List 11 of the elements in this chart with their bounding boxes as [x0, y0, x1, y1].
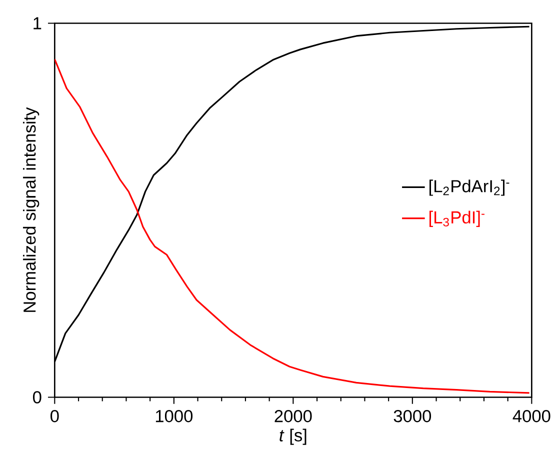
- legend-label: [L$_{2}$PdArI$_{2}$]$^{-}$: [430, 180, 510, 196]
- y-tick-label: 1: [34, 17, 42, 30]
- line-series: [54, 58, 530, 394]
- x-tick-label: 3000: [394, 410, 432, 422]
- x-tick-label: 0: [50, 410, 59, 422]
- legend-label: [L$_{3}$PdI]$^{-}$: [430, 210, 484, 227]
- x-tick-label: 1000: [156, 410, 193, 422]
- y-axis-title: Normalized signal intensity: [23, 107, 40, 312]
- x-tick-label: 4000: [512, 410, 550, 422]
- x-tick-label: 2000: [274, 410, 312, 422]
- x-axis-title: t [s]: [280, 428, 306, 445]
